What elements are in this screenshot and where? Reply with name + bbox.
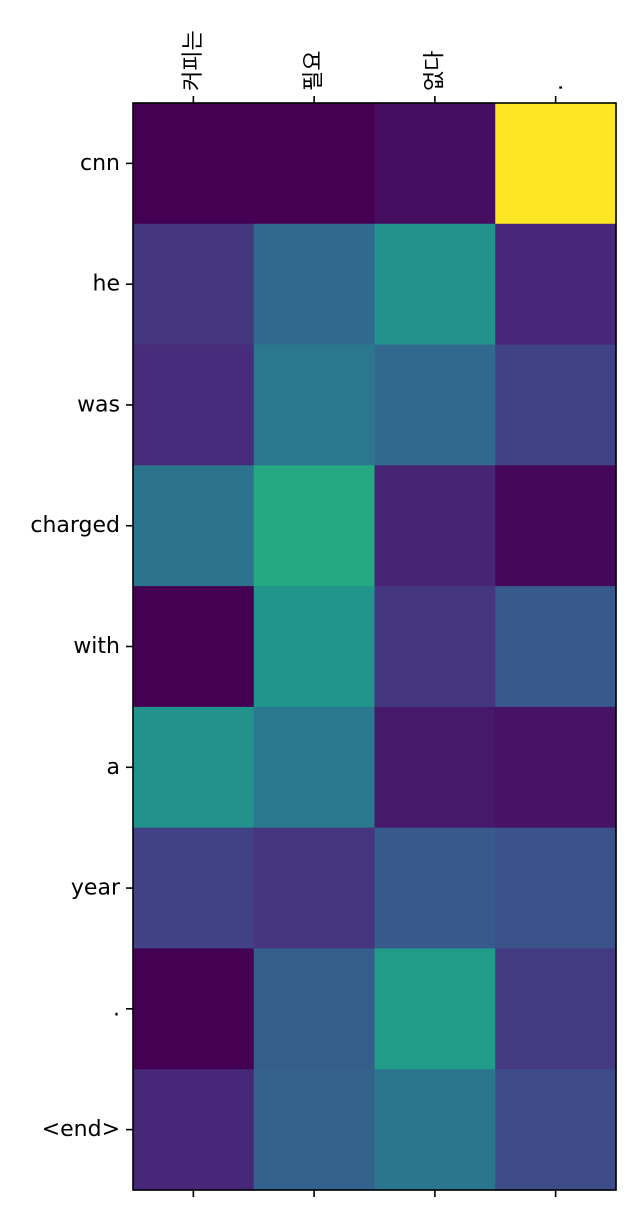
heatmap-cell — [495, 948, 617, 1070]
heatmap-cell — [374, 344, 496, 466]
x-tick-label: 없다 — [422, 51, 447, 91]
heatmap-cell — [253, 586, 376, 708]
heatmap-cell — [374, 948, 496, 1070]
heatmap-cell — [374, 465, 496, 587]
x-tick-label: . — [543, 84, 568, 91]
x-tick-label: 커피는 — [181, 30, 206, 91]
heatmap-cell — [253, 344, 376, 466]
heatmap-cell — [495, 103, 617, 225]
x-tick-label: 필요 — [302, 51, 327, 91]
heatmap-cell — [374, 586, 496, 708]
heatmap-cell — [253, 706, 376, 829]
y-tick-label: year — [71, 876, 121, 901]
y-tick-label: with — [73, 634, 120, 659]
heatmap-cell — [374, 103, 496, 225]
axis-ticks — [126, 96, 557, 1197]
heatmap-cell — [495, 586, 617, 708]
heatmap-cell — [133, 827, 255, 950]
x-axis-tick-labels: 커피는 필요 없다. — [181, 30, 568, 91]
heatmap-cell — [253, 103, 376, 225]
heatmap-cell — [133, 948, 255, 1070]
heatmap-cell — [253, 827, 376, 950]
heatmap-cell — [253, 223, 376, 346]
heatmap-cell — [133, 344, 255, 466]
y-tick-label: was — [77, 392, 120, 417]
heatmap-cell — [374, 1069, 496, 1191]
y-tick-label: charged — [30, 513, 120, 538]
y-tick-label: cnn — [80, 151, 120, 176]
y-tick-label: <end> — [42, 1117, 120, 1142]
heatmap-cell — [495, 465, 617, 587]
heatmap-cell — [133, 1069, 255, 1191]
heatmap-cell — [495, 827, 617, 950]
y-axis-tick-labels: cnn he was charged with a year. <end> — [30, 151, 121, 1142]
heatmap-cell — [374, 706, 496, 829]
heatmap-cell — [253, 1069, 376, 1191]
y-tick-label: he — [93, 272, 120, 297]
heatmap-cell — [253, 465, 376, 587]
heatmap-cell — [495, 706, 617, 829]
heatmap-cells — [133, 103, 617, 1191]
heatmap-cell — [133, 103, 255, 225]
heatmap-cell — [133, 223, 255, 346]
heatmap-cell — [133, 465, 255, 587]
y-tick-label: . — [113, 996, 120, 1021]
heatmap-cell — [133, 706, 255, 829]
heatmap-cell — [495, 223, 617, 346]
heatmap-cell — [374, 223, 496, 346]
heatmap-cell — [374, 827, 496, 950]
heatmap-cell — [253, 948, 376, 1070]
heatmap-cell — [133, 586, 255, 708]
heatmap-cell — [495, 1069, 617, 1191]
y-tick-label: a — [107, 755, 120, 780]
heatmap-cell — [495, 344, 617, 466]
